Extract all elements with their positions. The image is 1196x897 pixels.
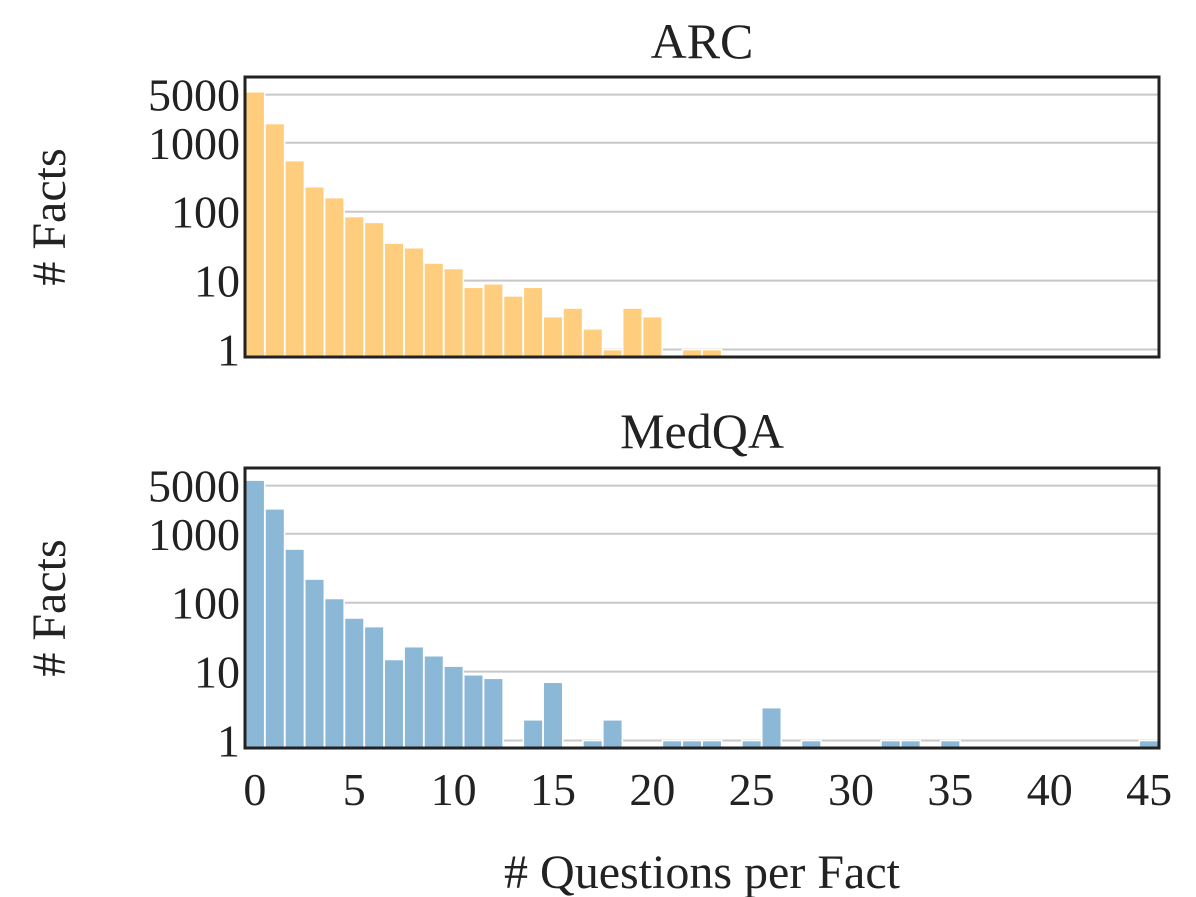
medqa-y-tick-label: 5000 [148, 461, 240, 512]
medqa-plot-frame [243, 466, 1161, 750]
x-tick-label: 10 [431, 764, 477, 815]
arc-bar [264, 122, 286, 358]
medqa-bar [343, 617, 365, 749]
arc-bar [542, 315, 564, 358]
arc-bar [621, 307, 643, 358]
medqa-bars [244, 479, 1160, 749]
arc-bar [383, 242, 405, 358]
x-tick-label: 40 [1027, 764, 1073, 815]
medqa-bar [284, 548, 306, 749]
medqa-y-axis-label: # Facts [23, 539, 76, 676]
x-tick-label: 20 [629, 764, 675, 815]
arc-bars [244, 90, 723, 358]
arc-plot-frame [243, 75, 1161, 359]
x-tick-label: 25 [729, 764, 775, 815]
x-tick-label: 0 [243, 764, 266, 815]
medqa-bar [244, 479, 266, 749]
medqa-title: MedQA [620, 403, 784, 459]
medqa-bar [522, 719, 544, 749]
arc-bar [641, 315, 663, 358]
arc-bar [423, 262, 445, 358]
medqa-bar [602, 719, 624, 749]
medqa-x-ticks: 0 5 10 15 20 25 30 35 40 45 [243, 764, 1172, 815]
medqa-bar [761, 706, 783, 749]
x-tick-label: 15 [530, 764, 576, 815]
medqa-y-tick-label: 1 [217, 716, 240, 767]
arc-y-tick-label: 10 [194, 256, 240, 307]
arc-bar [304, 186, 326, 358]
arc-y-tick-label: 100 [171, 187, 240, 238]
medqa-bar [403, 645, 425, 749]
x-tick-label: 5 [343, 764, 366, 815]
arc-bar [522, 286, 544, 358]
medqa-bar [383, 658, 405, 749]
arc-bar [562, 307, 584, 358]
arc-bar [284, 159, 306, 358]
medqa-y-tick-label: 100 [171, 578, 240, 629]
x-tick-label: 35 [927, 764, 973, 815]
x-tick-label: 30 [828, 764, 874, 815]
arc-y-tick-label: 1 [217, 325, 240, 376]
arc-bar [363, 221, 385, 358]
arc-bar [323, 196, 345, 358]
medqa-bar [264, 508, 286, 749]
medqa-bar [323, 597, 345, 749]
arc-bar [502, 295, 524, 358]
arc-bar [482, 283, 504, 358]
arc-y-tick-label: 1000 [148, 118, 240, 169]
medqa-bar [423, 654, 445, 749]
medqa-bar [463, 674, 484, 749]
medqa-bar [542, 681, 564, 749]
arc-bar [443, 267, 465, 358]
medqa-y-tick-label: 1000 [148, 509, 240, 560]
medqa-y-tick-label: 10 [194, 647, 240, 698]
medqa-bar [363, 625, 385, 749]
medqa-bar [443, 665, 465, 749]
arc-bar [244, 90, 266, 358]
medqa-bar [482, 677, 504, 749]
medqa-bar [304, 578, 326, 749]
arc-y-tick-label: 5000 [148, 70, 240, 121]
arc-bar [582, 328, 604, 358]
x-axis-label: # Questions per Fact [504, 846, 901, 897]
arc-bar [463, 286, 484, 358]
arc-y-axis-label: # Facts [23, 148, 76, 285]
arc-bar [343, 215, 365, 358]
x-tick-label: 45 [1126, 764, 1172, 815]
arc-title: ARC [651, 13, 754, 69]
arc-bar [403, 246, 425, 358]
